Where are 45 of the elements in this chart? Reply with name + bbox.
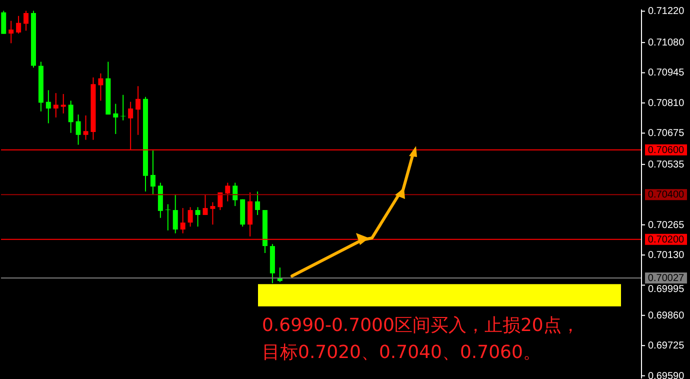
candlestick <box>1 10 6 34</box>
annotation: 0.6990-0.7000区间买入，止损20点， <box>262 314 580 338</box>
candlestick <box>8 20 14 44</box>
candlestick <box>188 206 193 228</box>
candlestick <box>16 15 22 34</box>
candlestick <box>83 114 88 140</box>
candlestick <box>120 94 126 121</box>
y-tick-label: 0.70130 <box>648 250 685 261</box>
y-tick-label: 0.70945 <box>648 68 685 79</box>
y-tick-label: 0.69995 <box>648 284 685 296</box>
candlestick <box>180 208 186 234</box>
y-tick-label: 0.69725 <box>648 340 685 352</box>
candlestick <box>232 182 238 207</box>
candlestick <box>248 192 253 237</box>
y-tick-label: 0.71220 <box>648 6 685 18</box>
y-tick-label: 0.70265 <box>648 220 685 231</box>
candlestick <box>60 93 66 114</box>
ref-line-label: 0.70600 <box>648 144 685 156</box>
y-tick-label: 0.71080 <box>648 38 685 49</box>
ref-line-label: 0.70400 <box>648 190 685 201</box>
candlestick <box>53 92 58 118</box>
y-tick-label: 0.70535 <box>648 159 685 170</box>
ref-line-label: 0.70200 <box>648 234 685 246</box>
candlestick <box>210 202 216 226</box>
annotation: 目标0.7020、0.7040、0.7060。 <box>262 341 542 365</box>
candlestick <box>165 204 170 231</box>
ref-line-label: 0.70027 <box>648 273 685 284</box>
candlestick <box>202 194 208 216</box>
candlestick <box>68 100 74 134</box>
candlestick <box>150 150 156 195</box>
candlestick <box>76 114 81 146</box>
candlestick <box>172 194 178 234</box>
candlestick <box>255 190 260 216</box>
y-tick-label: 0.70810 <box>648 98 685 109</box>
y-tick-label: 0.70675 <box>648 128 685 140</box>
candlestick <box>195 206 200 228</box>
y-tick-label: 0.69590 <box>648 370 685 379</box>
candlestick <box>46 90 51 124</box>
candlestick <box>225 182 230 202</box>
candlestick <box>24 10 29 32</box>
candlestick <box>98 72 104 102</box>
candlestick <box>218 192 223 211</box>
candlestick <box>113 103 118 135</box>
candlestick <box>136 86 141 136</box>
y-tick-label: 0.69860 <box>648 310 685 322</box>
